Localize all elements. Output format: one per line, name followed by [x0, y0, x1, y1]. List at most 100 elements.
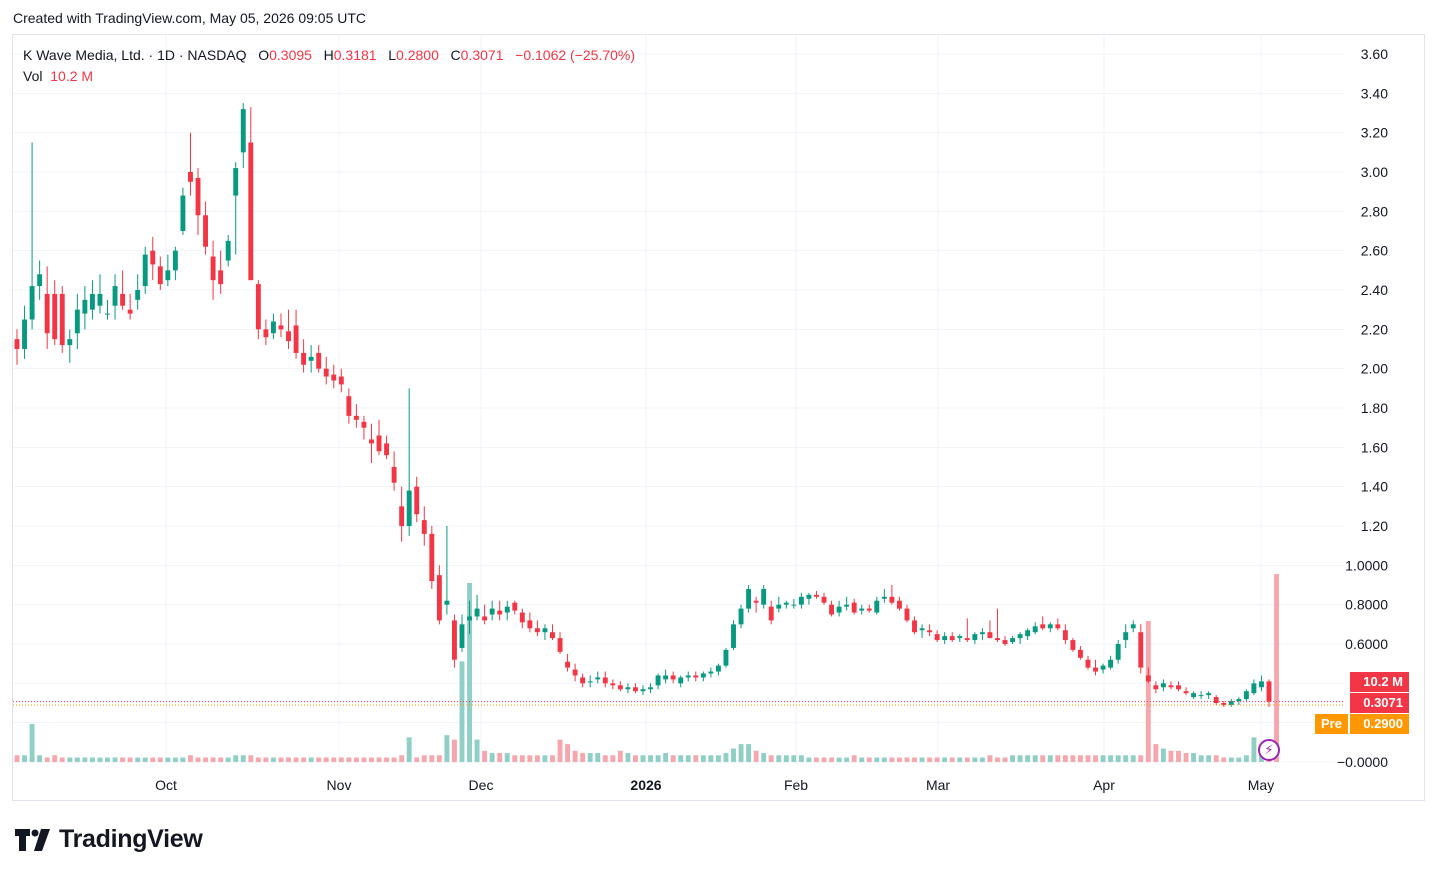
candle-body [964, 638, 970, 641]
volume-bar [587, 753, 593, 762]
tradingview-logo[interactable]: TradingView [15, 825, 203, 854]
candle-body [82, 299, 88, 314]
volume-bar [1070, 755, 1076, 762]
volume-bar [821, 757, 827, 762]
volume-bar [14, 755, 20, 762]
volume-bar [919, 757, 925, 762]
volume-bar [248, 755, 254, 762]
volume-bar [384, 757, 390, 762]
candle-body [165, 270, 171, 281]
candle-body [1236, 699, 1242, 702]
volume-bar [451, 739, 457, 762]
candle-body [497, 610, 503, 615]
volume-bar [904, 757, 910, 762]
volume-bar [534, 755, 540, 762]
candle-body [37, 274, 43, 287]
volume-bar [29, 723, 35, 762]
candle-body [263, 329, 269, 338]
volume-bar [1191, 753, 1197, 762]
volume-bar [1274, 574, 1279, 762]
candle-body [436, 575, 442, 621]
volume-bar [814, 757, 819, 762]
time-tick-label: May [1248, 777, 1274, 793]
volume-bar [783, 755, 789, 762]
volume-bar [685, 755, 691, 762]
volume-bar [949, 757, 955, 762]
volume-bar [391, 757, 397, 762]
volume-bar [1176, 750, 1181, 762]
legend-high-label: H [323, 47, 334, 63]
volume-bar [1130, 755, 1136, 762]
volume-bar [1077, 755, 1083, 762]
chart-frame[interactable] [12, 34, 1425, 801]
lightning-icon[interactable]: ⚡ [1258, 739, 1280, 761]
candle-body [1010, 638, 1016, 643]
volume-bar [127, 757, 133, 762]
volume-bar [1010, 755, 1016, 762]
volume-bar [1062, 755, 1068, 762]
price-tick-label: 1.60 [1361, 439, 1388, 455]
price-tick-label: 2.20 [1361, 321, 1388, 337]
candle-body [942, 636, 948, 641]
candle-body [406, 490, 412, 526]
candle-body [474, 608, 480, 617]
volume-bar [1198, 755, 1204, 762]
volume-bar [165, 757, 171, 762]
volume-bar [1145, 621, 1151, 762]
volume-bar [142, 757, 148, 762]
candle-body [753, 600, 759, 603]
volume-bar [376, 757, 382, 762]
volume-bar [693, 755, 699, 762]
volume-bar [1138, 755, 1144, 762]
volume-bar [663, 753, 669, 762]
candle-body [904, 608, 910, 621]
candle-body [248, 142, 254, 281]
volume-bar [414, 757, 420, 762]
candle-body [1153, 685, 1159, 690]
candle-body [240, 109, 246, 153]
legend-low-value: 0.2800 [396, 47, 439, 63]
candle-body [1093, 667, 1098, 672]
legend-open-value: 0.3095 [269, 47, 312, 63]
candle-body [323, 368, 329, 377]
volume-bar [105, 757, 110, 762]
premarket-label-badge: Pre [1315, 714, 1348, 734]
candle-body [723, 649, 729, 666]
candle-body [120, 293, 126, 306]
candle-body [316, 352, 322, 369]
volume-bar [59, 757, 65, 762]
volume-bar [731, 748, 736, 762]
legend-volume-label: Vol [23, 68, 43, 84]
volume-bar [1123, 755, 1129, 762]
volume-bar [995, 757, 1000, 762]
volume-bar [753, 750, 759, 762]
price-tick-label: 0.6000 [1345, 636, 1388, 652]
candle-body [105, 313, 110, 315]
volume-bar [218, 757, 224, 762]
volume-bar [1047, 755, 1053, 762]
candle-body [919, 628, 925, 631]
volume-bar [474, 739, 480, 762]
candle-body [557, 638, 563, 652]
volume-bar [1221, 757, 1227, 762]
candle-body [927, 630, 933, 633]
tradingview-icon [15, 828, 50, 851]
candle-body [504, 606, 510, 613]
time-tick-label: Oct [155, 777, 177, 793]
volume-bars [14, 574, 1279, 762]
candle-body [1160, 683, 1166, 688]
candle-body [1266, 681, 1272, 702]
volume-bar [678, 755, 684, 762]
candle-body [889, 596, 895, 603]
volume-bar [1002, 757, 1008, 762]
volume-bar [504, 753, 510, 762]
volume-bar [512, 755, 518, 762]
candle-body [1221, 703, 1227, 705]
volume-bar [542, 755, 548, 762]
candle-body [972, 634, 978, 641]
candle-body [67, 339, 73, 346]
candle-body [1085, 659, 1091, 668]
candle-body [1100, 665, 1106, 670]
candle-body [1228, 701, 1234, 705]
